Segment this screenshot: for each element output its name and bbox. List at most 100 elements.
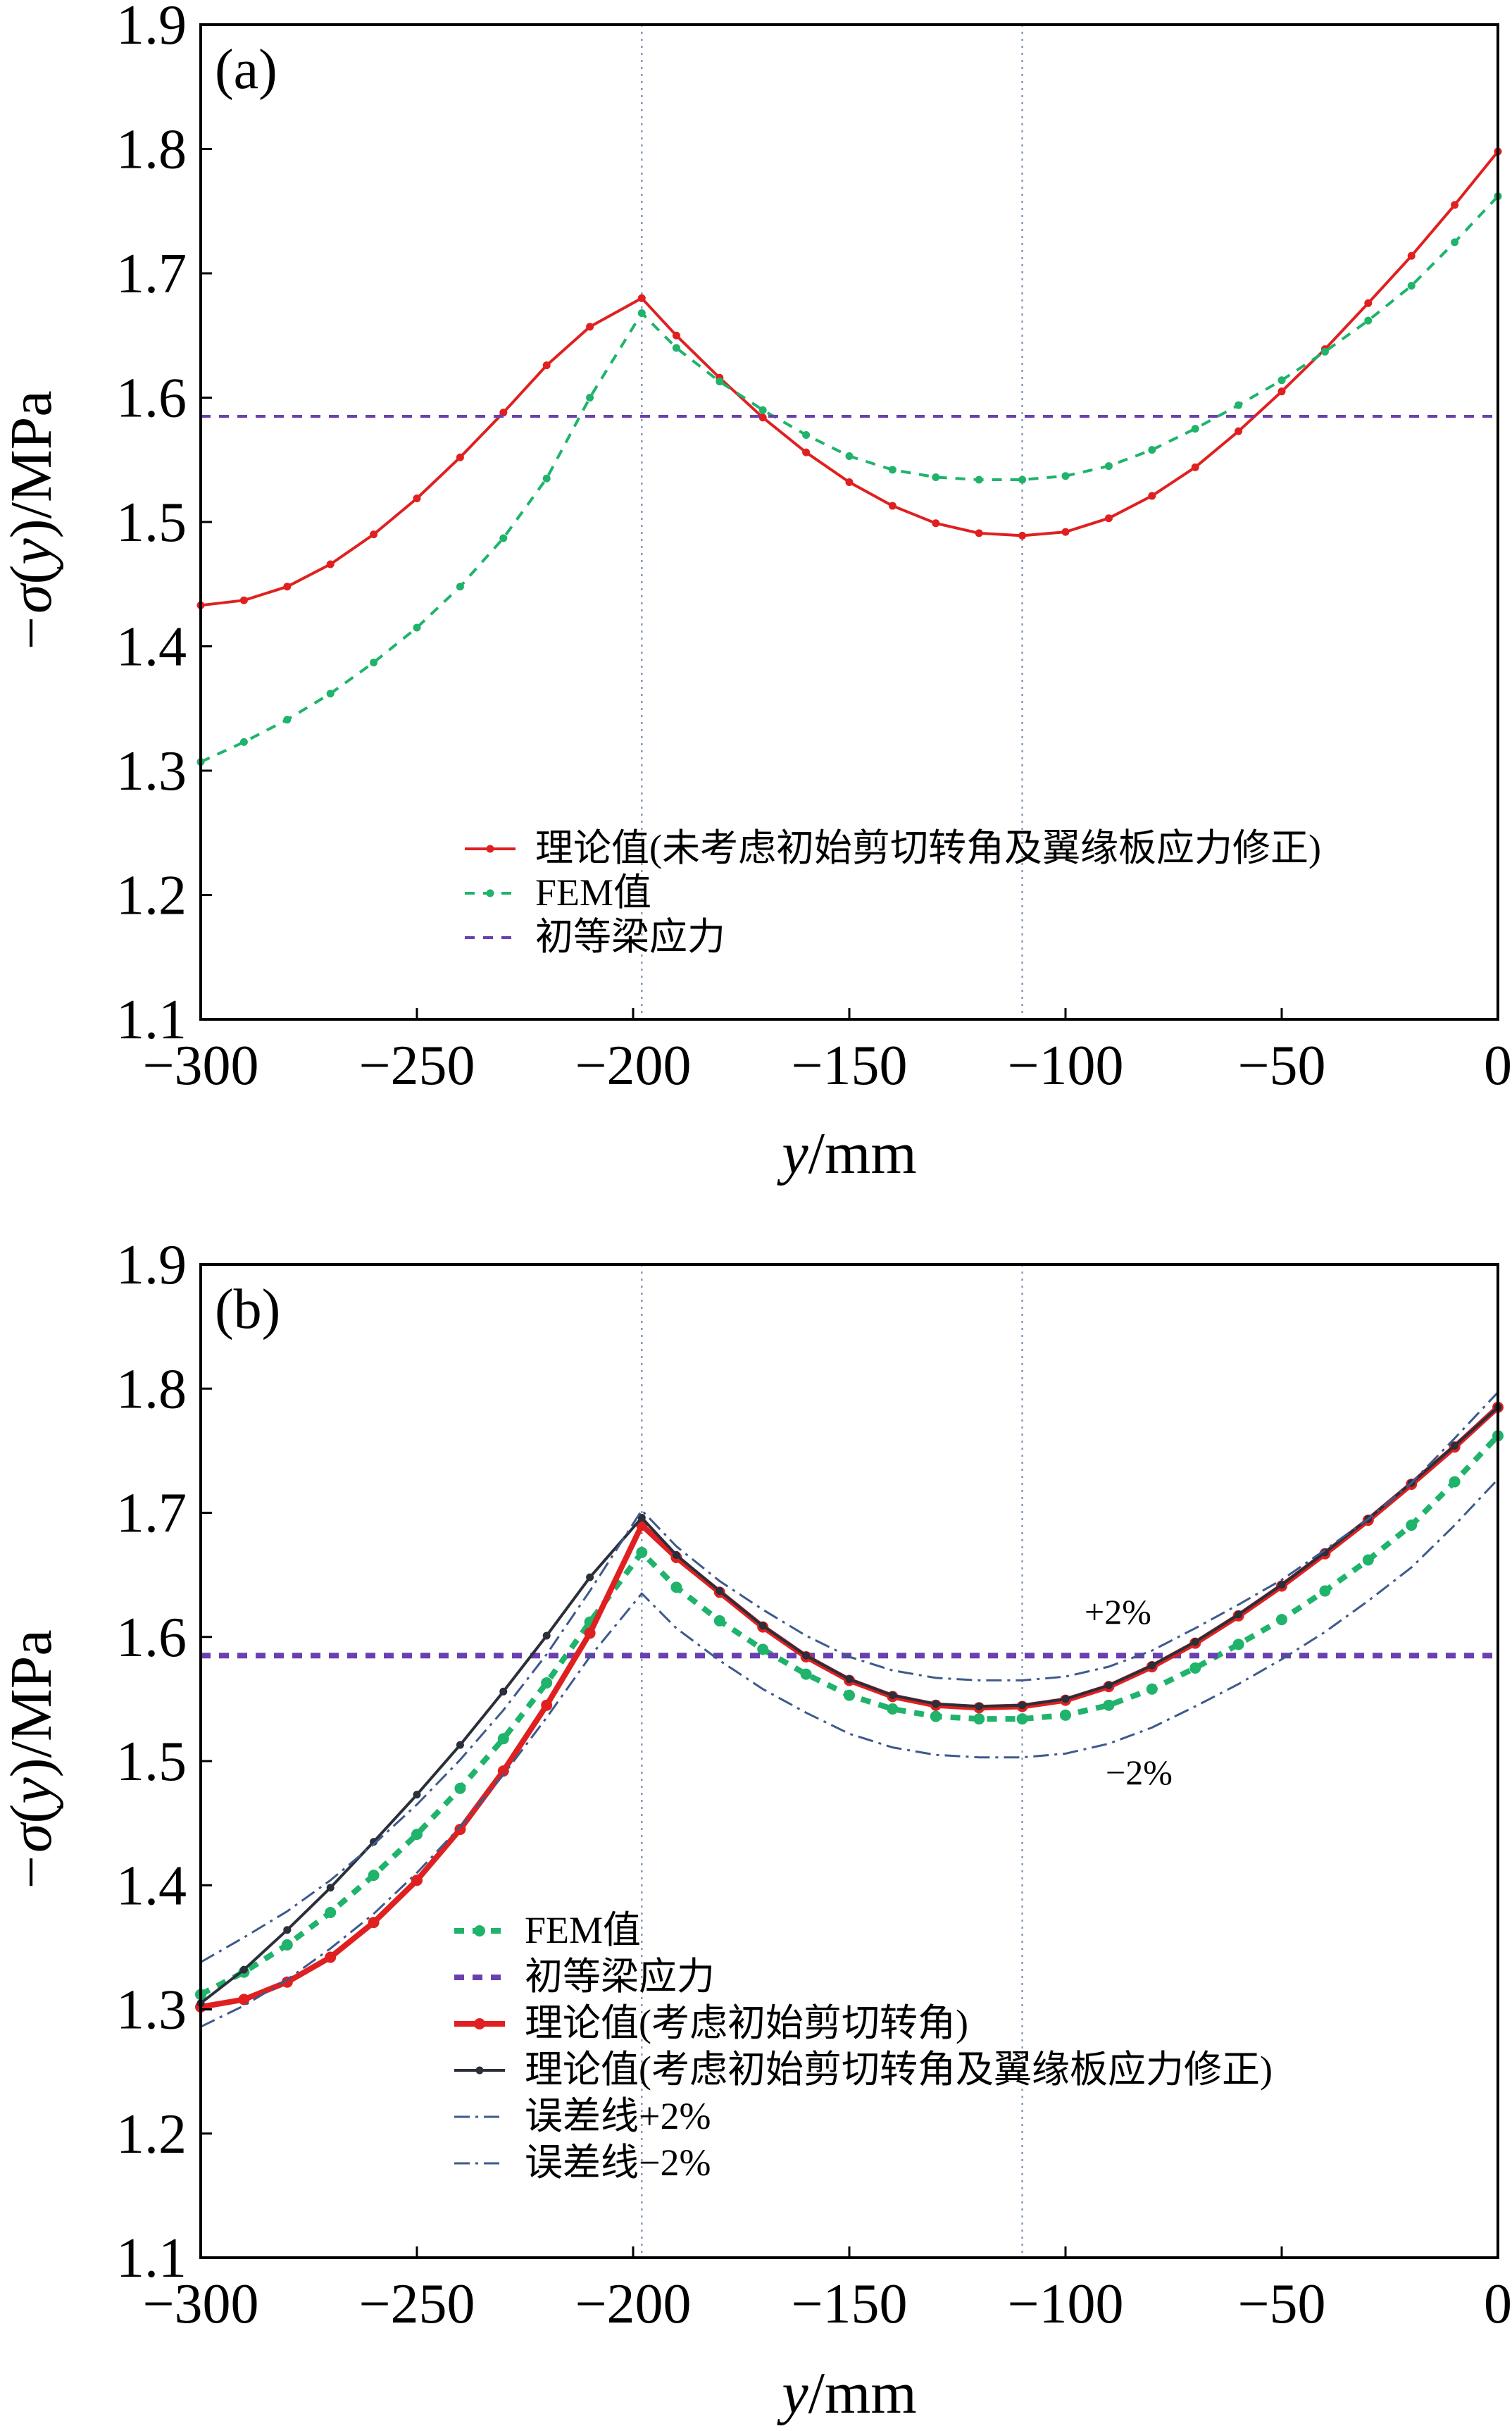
panel-a-data-point	[542, 361, 551, 370]
panel-a-x-tick-label: −200	[575, 1035, 691, 1097]
panel-a-data-point	[1148, 446, 1156, 454]
panel-b-x-tick-label: 0	[1484, 2273, 1512, 2335]
panel-b-x-tick-label: −300	[142, 2273, 258, 2335]
panel-a-data-point	[975, 475, 983, 484]
panel-a-data-point	[239, 596, 248, 604]
panel-b-data-point	[411, 1828, 423, 1840]
panel-a-data-point	[370, 658, 378, 666]
panel-a-x-tick-label: −250	[358, 1035, 475, 1097]
panel-b-data-point	[368, 1917, 380, 1929]
panel-b-frame	[199, 1263, 1499, 2259]
panel-b-data-point	[1451, 1441, 1459, 1450]
panel-a-y-tick-label: 1.1	[116, 989, 187, 1051]
panel-b-data-point	[636, 1546, 648, 1558]
panel-b-data-point	[670, 1581, 682, 1593]
panel-b-legend-label: FEM值	[525, 1909, 641, 1951]
panel-b-data-point	[454, 1823, 466, 1835]
panel-a-data-point	[975, 529, 983, 537]
panel-a-data-point	[845, 478, 854, 487]
panel-b-data-point	[716, 1587, 724, 1596]
panel-b-data-point	[1104, 1681, 1113, 1689]
panel-a-data-point	[1235, 401, 1243, 409]
panel-b-data-point	[1276, 1614, 1287, 1626]
panel-b-data-point	[497, 1733, 509, 1745]
panel-a-data-point	[283, 583, 292, 591]
panel-a-data-point	[758, 414, 767, 422]
panel-a-data-point	[932, 473, 940, 481]
panel-b-annotation-minus: −2%	[1106, 1753, 1173, 1792]
panel-a-data-point	[1277, 376, 1286, 385]
panel-b-y-tick-label: 1.6	[116, 1607, 187, 1669]
panel-a-data-point	[637, 294, 646, 302]
panel-b-data-point	[281, 1976, 293, 1988]
panel-a-data-point	[326, 560, 335, 568]
panel-a-data-point	[499, 409, 508, 417]
panel-a-x-axis-label: y/mm	[776, 1121, 916, 1186]
panel-a-data-point	[758, 406, 767, 414]
panel-a-data-point	[1148, 492, 1156, 500]
panel-b-data-point	[411, 1874, 423, 1886]
panel-b-data-point	[1362, 1554, 1374, 1566]
panel-b-data-point	[541, 1677, 553, 1689]
panel-b-data-point	[758, 1622, 767, 1630]
panel-a-y-tick-label: 1.8	[116, 119, 187, 181]
panel-b-series-line-6	[200, 1478, 1499, 2028]
panel-b-data-point	[1232, 1639, 1244, 1650]
panel-b-x-tick-label: −150	[791, 2273, 907, 2335]
panel-b-data-point	[887, 1703, 899, 1715]
panel-a-data-point	[456, 583, 464, 591]
panel-b-data-point	[413, 1791, 421, 1799]
panel-b-data-point	[326, 1884, 335, 1892]
panel-b-y-tick-label: 1.7	[116, 1483, 187, 1545]
panel-b-legend-label: 误差线+2%	[525, 2095, 711, 2137]
panel-a-data-point	[1407, 251, 1416, 260]
panel-a-y-tick-label: 1.6	[116, 368, 187, 430]
panel-b-y-tick-label: 1.9	[116, 1234, 187, 1296]
panel-a-data-point	[1104, 462, 1113, 471]
panel-b-data-point	[888, 1691, 896, 1700]
panel-b-legend-label: 误差线−2%	[525, 2141, 711, 2184]
panel-a-data-point	[586, 394, 594, 402]
panel-a-y-axis-label: −σ(y)/MPa	[0, 390, 64, 653]
panel-b-x-tick-label: −100	[1007, 2273, 1123, 2335]
panel-b-data-point	[1277, 1581, 1286, 1589]
panel-b-data-point	[975, 1702, 983, 1710]
panel-b-data-point	[973, 1713, 985, 1725]
panel-b-data-point	[456, 1741, 464, 1749]
panel-b-y-tick-label: 1.3	[116, 1979, 187, 2041]
panel-b-y-tick-label: 1.5	[116, 1731, 187, 1793]
panel-b-data-point	[1146, 1683, 1158, 1695]
panel-a-data-point	[672, 331, 680, 340]
panel-b-data-point	[844, 1689, 855, 1701]
panel-b-data-point	[672, 1550, 680, 1559]
panel-b-data-point	[1189, 1662, 1201, 1674]
panel-a-data-point	[283, 716, 292, 724]
panel-a-data-point	[802, 448, 811, 456]
panel-b-data-point	[541, 1699, 553, 1711]
panel-b-series-line-3	[200, 1405, 1500, 2010]
panel-a-legend-label: FEM值	[535, 871, 651, 914]
panel-a-legend-label: 理论值(未考虑初始剪切转角及翼缘板应力修正)	[535, 827, 1321, 869]
panel-a-frame	[199, 23, 1499, 1021]
panel-a-y-tick-label: 1.3	[116, 740, 187, 802]
panel-a-x-tick-label: −100	[1007, 1035, 1123, 1097]
panel-b-data-point	[1018, 1701, 1027, 1710]
panel-a-label: (a)	[215, 39, 277, 101]
panel-a-plot-area: −300 −250 −200 −150 −100 −50 0 1.1 1.2 1.3 1.4 1.5 1…	[116, 0, 1512, 1097]
panel-b-data-point	[238, 1994, 250, 2006]
panel-a-data-point	[1191, 463, 1199, 471]
panel-b-data-point	[1060, 1709, 1071, 1721]
panel-b-data-point	[542, 1631, 551, 1640]
panel-a-data-point	[845, 452, 854, 460]
panel-b-annotation-plus: +2%	[1085, 1592, 1151, 1631]
panel-b-data-point	[1235, 1610, 1243, 1619]
panel-b-data-point	[1061, 1695, 1070, 1703]
panel-b-data-point	[281, 1939, 293, 1951]
panel-a-data-point	[1320, 347, 1329, 356]
panel-b-legend-marker	[474, 2018, 485, 2029]
panel-b-data-point	[637, 1514, 646, 1522]
panel-a-x-tick-label: −50	[1237, 1035, 1325, 1097]
panel-a-data-point	[1451, 201, 1459, 209]
